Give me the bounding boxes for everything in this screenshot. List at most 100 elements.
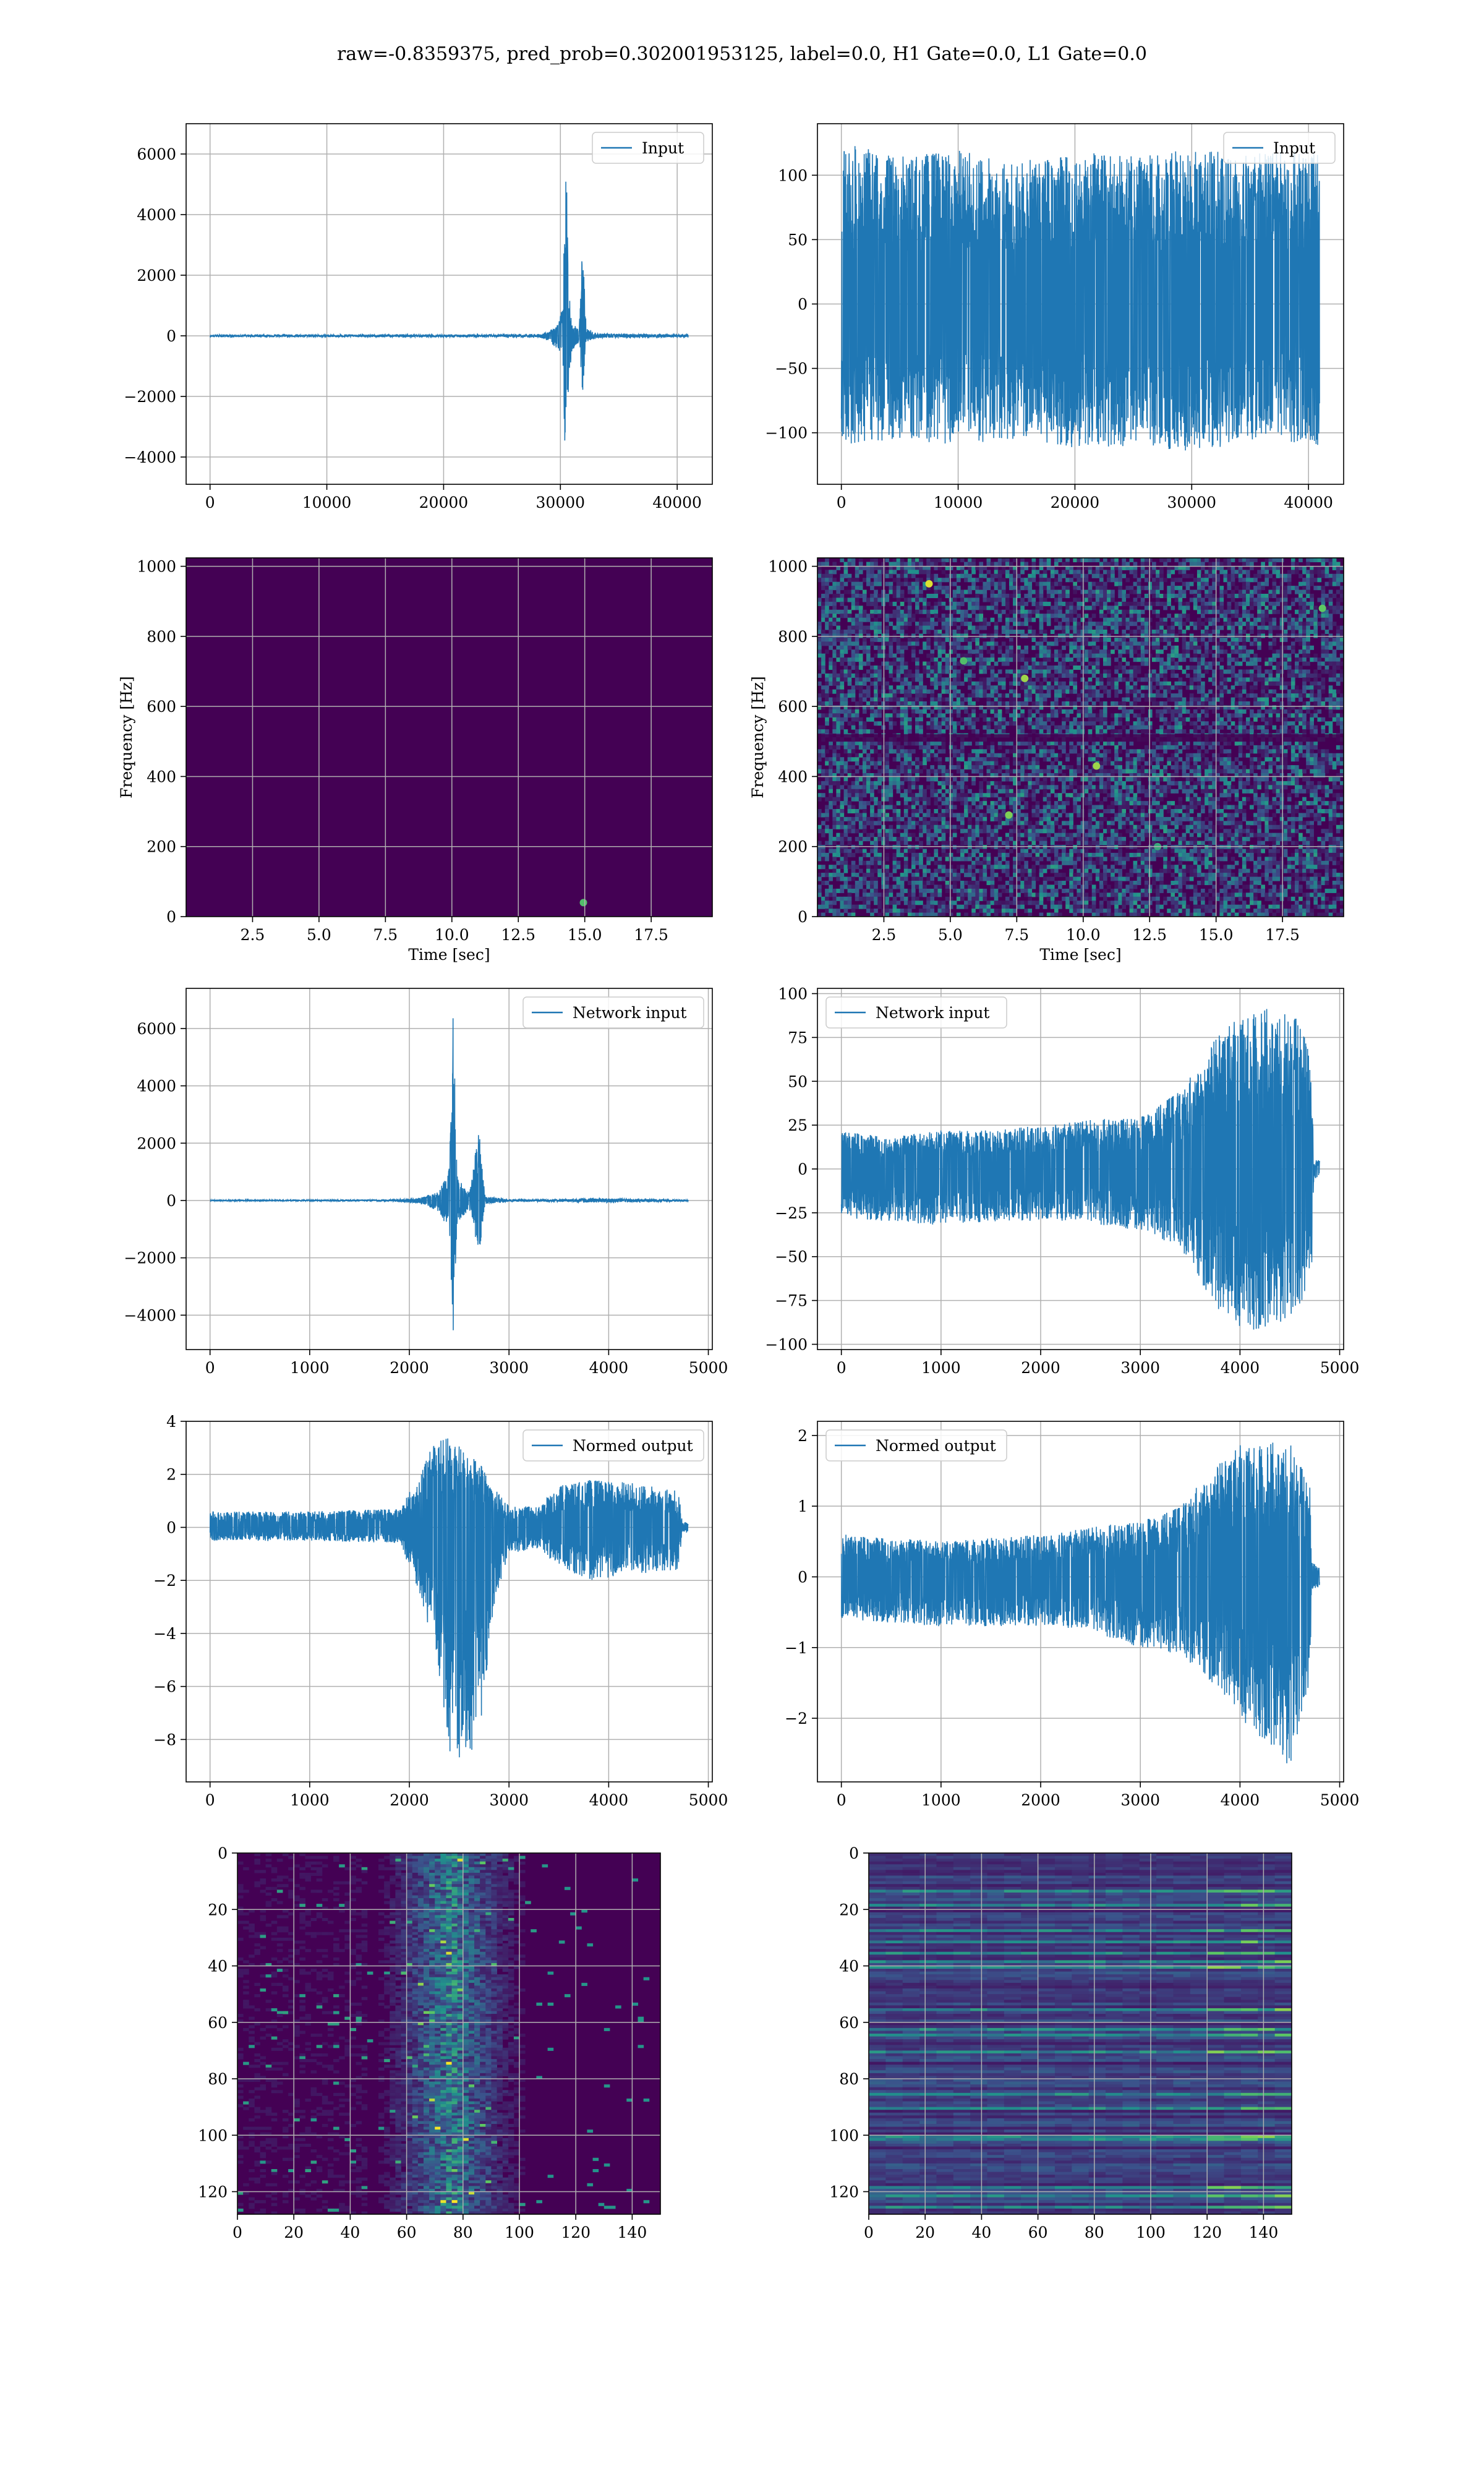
heatmap-cell	[1234, 757, 1239, 762]
heatmap-cell	[1020, 578, 1025, 583]
heatmap-cell	[821, 609, 825, 614]
x-tick-label: 10.0	[435, 926, 469, 944]
heatmap-cell	[1046, 749, 1051, 754]
heatmap-cell	[941, 689, 946, 694]
heatmap-cell	[855, 565, 859, 570]
heatmap-cell	[1174, 741, 1179, 746]
heatmap-cell	[1193, 601, 1198, 606]
heatmap-cell	[1114, 677, 1119, 682]
heatmap-cell	[1125, 601, 1130, 606]
heatmap-cell	[1073, 625, 1078, 630]
heatmap-cell	[847, 769, 852, 774]
heatmap-cell	[1163, 645, 1167, 650]
heatmap-cell	[1264, 677, 1269, 682]
heatmap-cell	[1148, 601, 1153, 606]
heatmap-cell	[877, 705, 882, 710]
heatmap-cell	[829, 681, 833, 686]
heatmap-cell	[1046, 753, 1051, 758]
heatmap-cell	[858, 741, 863, 746]
heatmap-cell	[1035, 614, 1040, 618]
heatmap-cell	[926, 689, 931, 694]
heatmap-cell	[1140, 657, 1145, 662]
heatmap-cell	[1227, 666, 1232, 670]
heatmap-cell	[1276, 757, 1281, 762]
heatmap-cell	[1024, 661, 1028, 666]
heatmap-cell	[1310, 745, 1314, 750]
heatmap-cell	[1332, 657, 1337, 662]
heatmap-cell	[1118, 661, 1122, 666]
heatmap-cell	[817, 653, 822, 658]
heatmap-cell	[1193, 757, 1198, 762]
heatmap-cell	[1129, 586, 1134, 591]
heatmap-cell	[1298, 597, 1303, 602]
heatmap-cell	[1324, 653, 1329, 658]
heatmap-cell	[1174, 633, 1179, 638]
heatmap-cell	[1020, 565, 1025, 570]
heatmap-cell	[832, 753, 837, 758]
heatmap-cell	[1024, 681, 1028, 686]
heatmap-cell	[1201, 653, 1205, 658]
heatmap-cell	[866, 753, 871, 758]
heatmap-cell	[934, 614, 939, 618]
heatmap-cell	[983, 749, 987, 754]
heatmap-cell	[1088, 630, 1093, 635]
heatmap-cell	[851, 578, 856, 583]
heatmap-cell	[971, 570, 976, 575]
heatmap-cell	[870, 697, 874, 702]
heatmap-cell	[1245, 558, 1250, 563]
heatmap-cell	[952, 609, 957, 614]
heatmap-cell	[836, 717, 841, 722]
heatmap-cell	[1062, 570, 1066, 575]
heatmap-cell	[1313, 741, 1318, 746]
heatmap-cell	[1140, 649, 1145, 654]
heatmap-cell	[836, 765, 841, 770]
heatmap-cell	[990, 765, 995, 770]
heatmap-cell	[855, 666, 859, 670]
heatmap-cell	[1310, 681, 1314, 686]
heatmap-cell	[1099, 753, 1104, 758]
heatmap-cell	[1250, 565, 1254, 570]
heatmap-cell	[1091, 749, 1096, 754]
heatmap-cell	[1306, 630, 1310, 635]
heatmap-cell	[1276, 597, 1281, 602]
heatmap-cell	[885, 701, 890, 706]
heatmap-cell	[1196, 669, 1201, 674]
heatmap-cell	[1039, 689, 1044, 694]
heatmap-cell	[1024, 609, 1028, 614]
heatmap-cell	[1111, 573, 1115, 578]
heatmap-cell	[1111, 725, 1115, 730]
heatmap-cell	[949, 757, 953, 762]
heatmap-cell	[1039, 606, 1044, 610]
heatmap-cell	[1332, 677, 1337, 682]
heatmap-cell	[1185, 753, 1190, 758]
heatmap-cell	[1257, 761, 1261, 766]
heatmap-cell	[1182, 705, 1187, 710]
heatmap-cell	[1219, 745, 1224, 750]
heatmap-cell	[1084, 681, 1089, 686]
heatmap-cell	[1189, 657, 1194, 662]
heatmap-cell	[1178, 617, 1183, 622]
heatmap-cell	[1111, 594, 1115, 599]
heatmap-cell	[1306, 637, 1310, 642]
heatmap-cell	[1020, 681, 1025, 686]
heatmap-cell	[1039, 693, 1044, 698]
heatmap-cell	[986, 558, 991, 563]
heatmap-cell	[1017, 594, 1021, 599]
heatmap-cell	[937, 641, 942, 646]
heatmap-cell	[1223, 761, 1228, 766]
heatmap-cell	[997, 570, 1002, 575]
heatmap-cell	[923, 641, 927, 646]
heatmap-cell	[990, 597, 995, 602]
heatmap-cell	[1310, 609, 1314, 614]
heatmap-cell	[1272, 709, 1277, 714]
heatmap-cell	[1156, 653, 1160, 658]
heatmap-cell	[1298, 565, 1303, 570]
heatmap-cell	[1339, 705, 1344, 710]
heatmap-cell	[1317, 586, 1322, 591]
heatmap-cell	[971, 721, 976, 726]
heatmap-cell	[968, 697, 972, 702]
heatmap-cell	[1024, 645, 1028, 650]
heatmap-cell	[1069, 617, 1073, 622]
heatmap-cell	[1279, 637, 1284, 642]
heatmap-cell	[907, 761, 912, 766]
